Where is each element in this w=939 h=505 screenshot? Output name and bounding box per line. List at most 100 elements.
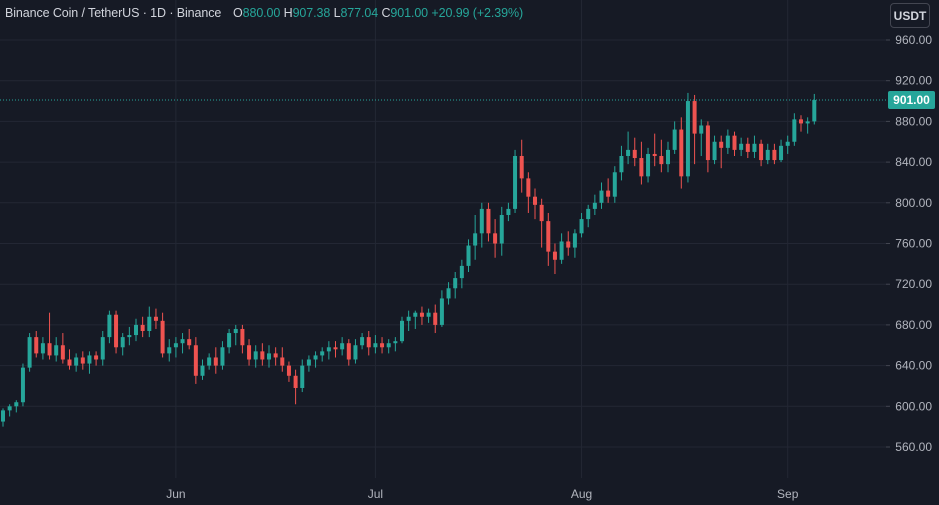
candle: [725, 129, 730, 154]
candle-body: [559, 241, 564, 260]
candle: [599, 182, 604, 209]
candle: [300, 359, 305, 393]
candle: [114, 310, 119, 354]
candle-body: [539, 204, 544, 222]
candle: [493, 219, 498, 258]
interval[interactable]: 1D: [150, 6, 166, 20]
candle: [333, 341, 338, 358]
candle-body: [273, 353, 278, 358]
candle-body: [293, 375, 298, 388]
candle-body: [134, 324, 138, 336]
candle-body: [353, 345, 358, 360]
candle-body: [779, 145, 784, 161]
candle-body: [40, 343, 45, 354]
candle-body: [7, 406, 12, 411]
candle-body: [360, 337, 365, 346]
candle: [173, 337, 178, 358]
price-axis[interactable]: 560.00 600.00 640.00 680.00 720.00 760.00 800.…: [886, 33, 932, 454]
candle: [526, 172, 531, 213]
x-tick-label: Aug: [571, 487, 592, 501]
candle-body: [473, 233, 478, 246]
candle-body: [187, 339, 192, 346]
candle-body: [466, 245, 471, 266]
candle-body: [366, 337, 371, 348]
candle: [74, 353, 79, 372]
open-label: O: [233, 6, 243, 20]
candle: [626, 131, 631, 165]
candle: [639, 141, 644, 185]
candle: [7, 404, 12, 417]
y-tick-label: 840.00: [895, 155, 932, 169]
candle: [519, 139, 524, 193]
candle: [306, 355, 311, 372]
candle: [27, 333, 32, 372]
candle-body: [626, 149, 631, 156]
candle-body: [566, 241, 571, 248]
candle-body: [280, 357, 285, 366]
candle-body: [533, 196, 537, 205]
candle-body: [140, 324, 145, 332]
candle: [54, 337, 59, 362]
candle-body: [639, 158, 644, 177]
candle: [799, 115, 803, 132]
candle: [40, 337, 45, 360]
candle-body: [220, 347, 225, 366]
x-tick-label: Jun: [166, 487, 185, 501]
candle-body: [406, 316, 411, 321]
y-tick-label: 640.00: [895, 359, 932, 373]
candle: [513, 149, 518, 213]
candle-body: [745, 143, 750, 152]
candle-body: [632, 149, 637, 159]
candle: [719, 135, 724, 169]
candle: [273, 347, 278, 366]
close-label: C: [381, 6, 391, 20]
candle-body: [752, 143, 757, 152]
candle: [612, 166, 617, 203]
candle-body: [486, 208, 491, 234]
candle-body: [772, 149, 777, 161]
y-tick-label: 920.00: [895, 74, 932, 88]
y-tick-label: 560.00: [895, 440, 932, 454]
candle: [100, 331, 105, 366]
currency-button[interactable]: USDT: [890, 3, 930, 28]
candle: [685, 92, 690, 183]
candle-body: [606, 190, 611, 197]
candle: [353, 339, 358, 364]
candle: [666, 141, 670, 173]
candle: [459, 259, 464, 289]
candle: [486, 202, 491, 242]
x-tick-label: Jul: [368, 487, 383, 501]
candle: [260, 343, 265, 366]
time-axis[interactable]: Jun Jul Aug Sep: [166, 487, 798, 501]
candle: [320, 347, 325, 362]
candle-body: [759, 143, 764, 161]
candle: [14, 400, 19, 413]
candle: [94, 351, 99, 366]
candle-body: [333, 347, 338, 350]
legend-separator: ·: [142, 6, 151, 20]
high-label: H: [283, 6, 293, 20]
candle-body: [300, 365, 305, 388]
symbol-name[interactable]: Binance Coin / TetherUS: [5, 6, 140, 20]
candle: [20, 363, 25, 407]
candle: [506, 202, 511, 222]
candle: [140, 316, 145, 338]
candle-body: [506, 208, 511, 216]
candle-body: [100, 337, 105, 360]
candle-body: [805, 121, 810, 124]
candle: [1, 408, 5, 427]
candle-body: [320, 351, 325, 356]
candle: [539, 198, 544, 248]
candle-body: [213, 357, 218, 366]
candle-body: [167, 347, 172, 354]
candle: [453, 271, 458, 299]
candle-body: [253, 351, 258, 360]
candle-body: [233, 328, 238, 334]
candle: [127, 326, 132, 346]
candle-body: [153, 316, 158, 321]
candle-body: [785, 141, 790, 146]
candle: [652, 133, 657, 167]
candle-body: [326, 347, 331, 352]
candle: [280, 347, 285, 372]
